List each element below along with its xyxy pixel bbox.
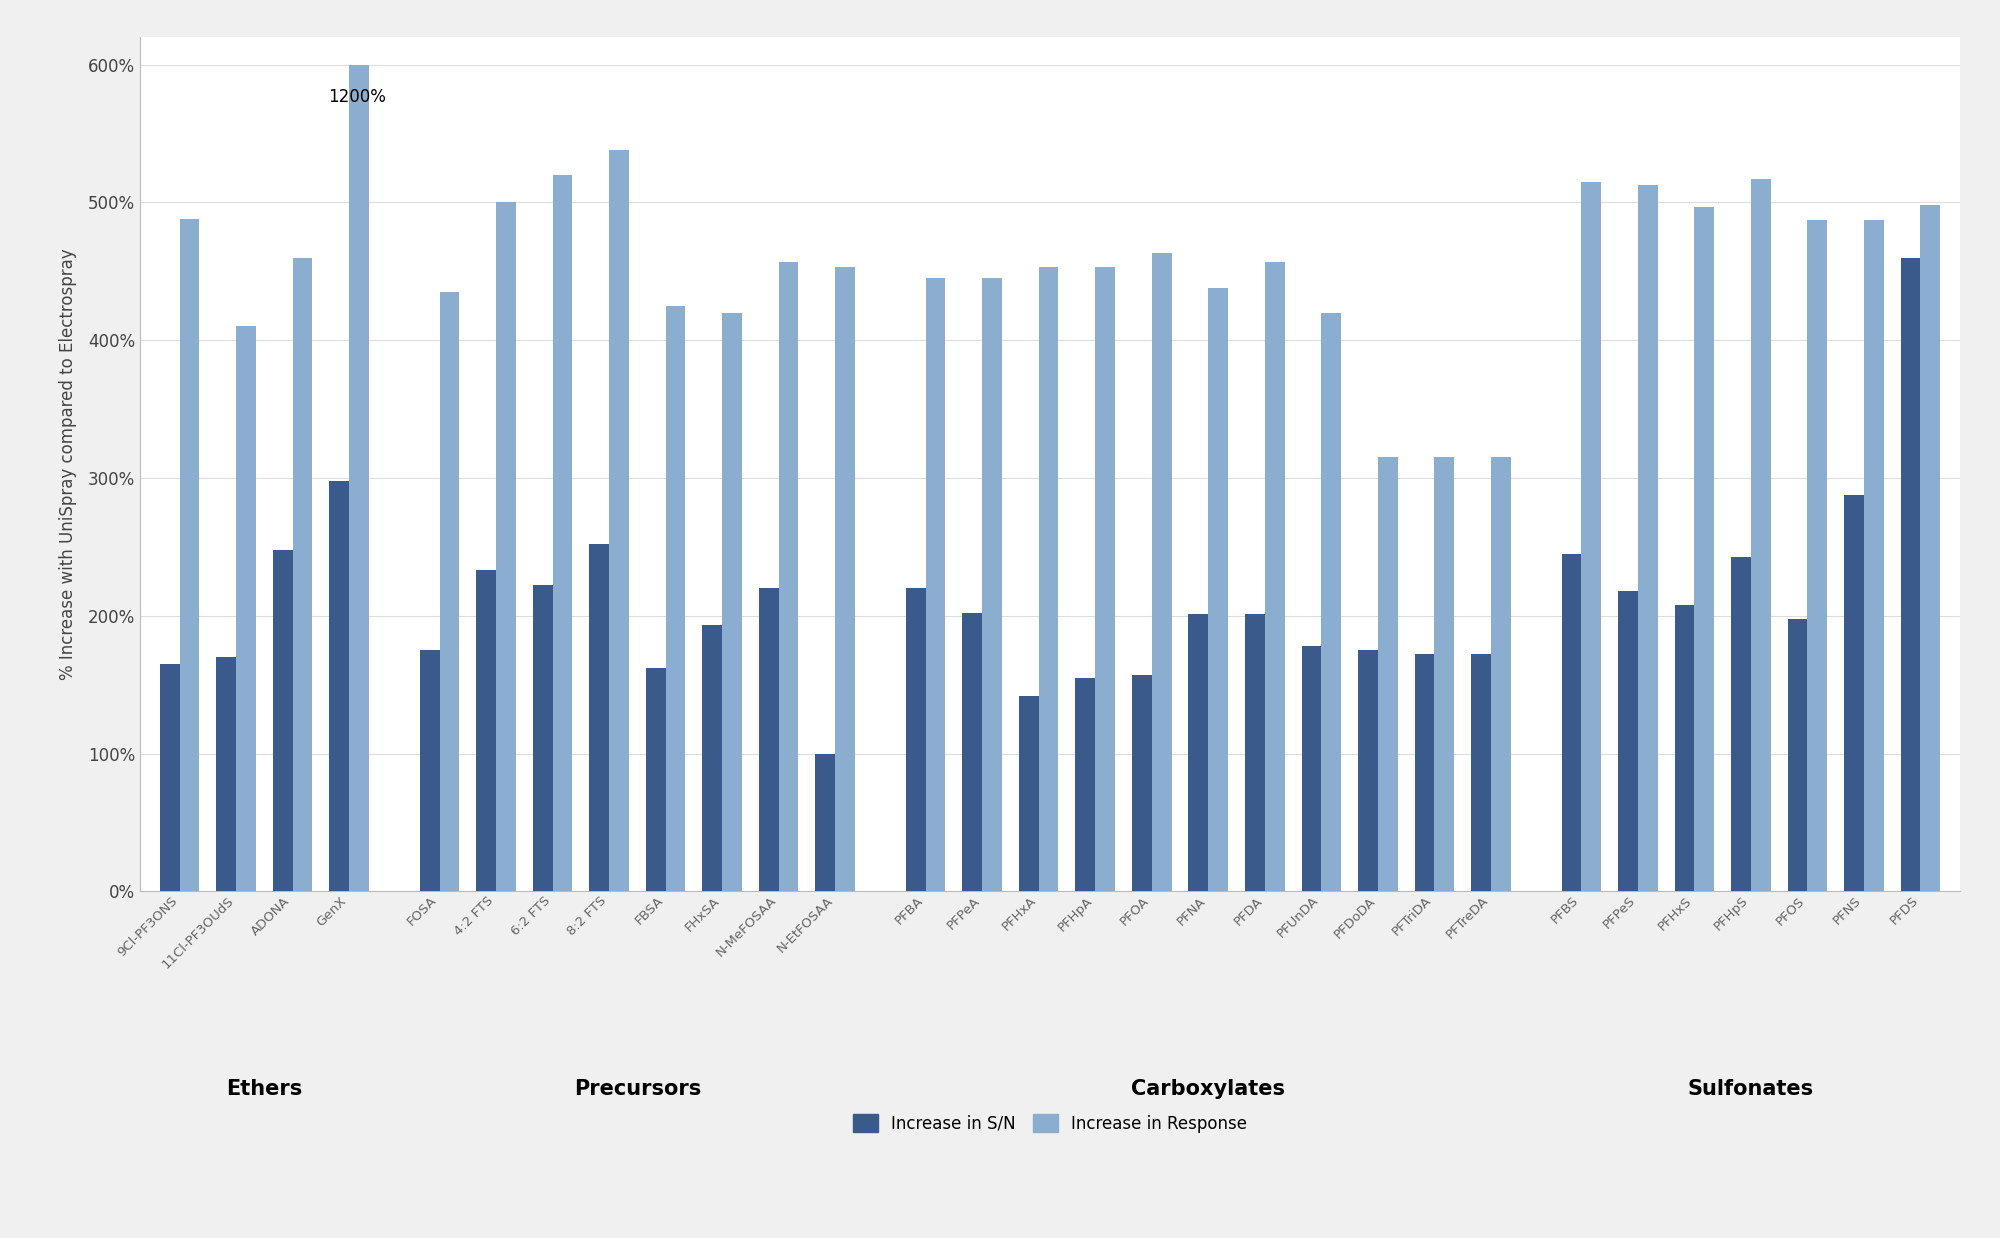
Bar	[292, 258, 312, 891]
Bar	[722, 313, 742, 891]
Bar	[1732, 557, 1750, 891]
Bar	[216, 657, 236, 891]
Text: Ethers: Ethers	[226, 1080, 302, 1099]
Legend: Increase in S/N, Increase in Response: Increase in S/N, Increase in Response	[846, 1108, 1254, 1139]
Text: Precursors: Precursors	[574, 1080, 702, 1099]
Bar	[1208, 288, 1228, 891]
Bar	[962, 613, 982, 891]
Bar	[1638, 184, 1658, 891]
Bar	[702, 625, 722, 891]
Bar	[1358, 650, 1378, 891]
Bar	[1844, 494, 1864, 891]
Bar	[180, 219, 200, 891]
Bar	[1490, 457, 1510, 891]
Bar	[1618, 591, 1638, 891]
Bar	[476, 571, 496, 891]
Bar	[1188, 614, 1208, 891]
Bar	[1674, 605, 1694, 891]
Bar	[272, 550, 292, 891]
Bar	[816, 754, 836, 891]
Bar	[1076, 678, 1096, 891]
Bar	[610, 150, 628, 891]
Bar	[982, 279, 1002, 891]
Bar	[1096, 267, 1114, 891]
Bar	[552, 175, 572, 891]
Bar	[646, 669, 666, 891]
Bar	[330, 480, 350, 891]
Bar	[1694, 207, 1714, 891]
Bar	[440, 292, 460, 891]
Bar	[666, 306, 686, 891]
Bar	[160, 664, 180, 891]
Bar	[1038, 267, 1058, 891]
Bar	[1322, 313, 1342, 891]
Bar	[1414, 655, 1434, 891]
Bar	[1750, 180, 1770, 891]
Bar	[496, 203, 516, 891]
Bar	[350, 64, 368, 891]
Bar	[836, 267, 854, 891]
Text: 1200%: 1200%	[328, 88, 386, 106]
Bar	[236, 327, 256, 891]
Bar	[1018, 696, 1038, 891]
Bar	[906, 588, 926, 891]
Bar	[1152, 254, 1172, 891]
Bar	[1434, 457, 1454, 891]
Bar	[1808, 220, 1828, 891]
Y-axis label: % Increase with UniSpray compared to Electrospray: % Increase with UniSpray compared to Ele…	[58, 249, 76, 680]
Bar	[778, 261, 798, 891]
Bar	[420, 650, 440, 891]
Bar	[590, 545, 610, 891]
Bar	[1132, 675, 1152, 891]
Bar	[1562, 553, 1582, 891]
Bar	[1472, 655, 1490, 891]
Bar	[1582, 182, 1602, 891]
Bar	[1244, 614, 1264, 891]
Bar	[1378, 457, 1398, 891]
Bar	[1864, 220, 1884, 891]
Bar	[926, 279, 946, 891]
Bar	[1788, 619, 1808, 891]
Bar	[1900, 258, 1920, 891]
Text: Sulfonates: Sulfonates	[1688, 1080, 1814, 1099]
Text: Carboxylates: Carboxylates	[1132, 1080, 1286, 1099]
Bar	[1920, 206, 1940, 891]
Bar	[1264, 261, 1284, 891]
Bar	[758, 588, 778, 891]
Bar	[532, 586, 552, 891]
Bar	[1302, 646, 1322, 891]
